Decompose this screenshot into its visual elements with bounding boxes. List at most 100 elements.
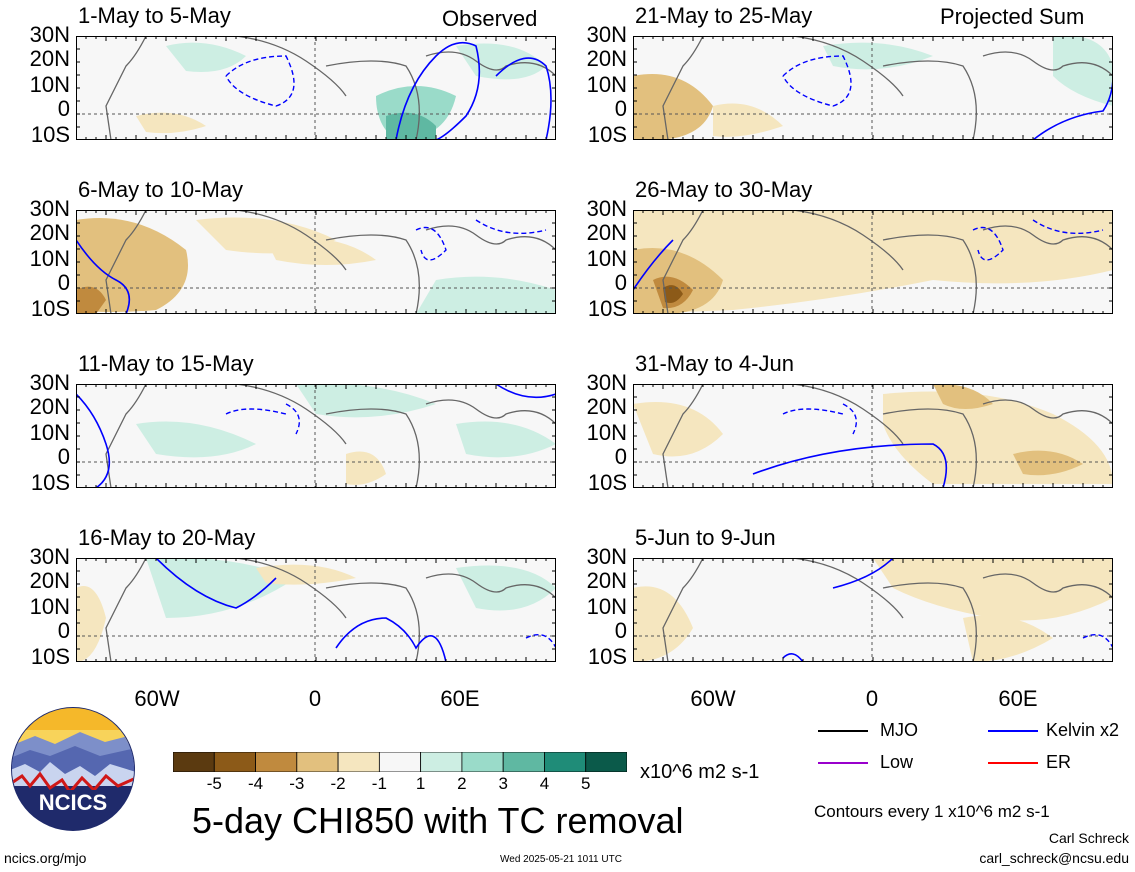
anomaly-region bbox=[416, 276, 556, 314]
kelvin-contour-solid bbox=[395, 41, 552, 140]
lat-tick-right-3-2: 10N bbox=[586, 594, 627, 619]
lat-tick-right-3-4: 10S bbox=[587, 644, 627, 669]
anomaly-region bbox=[456, 421, 556, 458]
panel-title-left-3: 16-May to 20-May bbox=[78, 525, 256, 550]
lat-tick-left-1-0: 30N bbox=[29, 196, 70, 221]
footer-email[interactable]: carl_schreck@ncsu.edu bbox=[979, 850, 1129, 866]
anomaly-region bbox=[386, 112, 436, 140]
lon-tick-60w-left: 60W bbox=[134, 686, 180, 711]
lat-tick-left-3-4: 10S bbox=[30, 644, 70, 669]
lat-tick-right-1-1: 20N bbox=[586, 220, 627, 245]
kelvin-contour-dashed bbox=[782, 55, 852, 107]
lat-tick-left-2-1: 20N bbox=[29, 394, 70, 419]
lat-tick-left-3-1: 20N bbox=[29, 568, 70, 593]
lat-tick-right-0-4: 10S bbox=[587, 122, 627, 147]
lat-tick-left-3-0: 30N bbox=[29, 544, 70, 569]
lat-tick-right-3-1: 20N bbox=[586, 568, 627, 593]
legend-label-mjo: MJO bbox=[880, 720, 918, 740]
kelvin-contour-solid bbox=[76, 384, 556, 488]
lon-tick-60w-right: 60W bbox=[690, 686, 736, 711]
lat-tick-right-1-2: 10N bbox=[586, 246, 627, 271]
colorbar-swatch bbox=[296, 751, 339, 773]
lat-tick-left-0-2: 10N bbox=[29, 72, 70, 97]
lat-tick-right-1-3: 0 bbox=[614, 270, 627, 295]
coastline bbox=[105, 384, 556, 488]
lat-tick-right-1-4: 10S bbox=[587, 296, 627, 321]
lat-tick-left-2-4: 10S bbox=[30, 470, 70, 495]
footer-author: Carl Schreck bbox=[1048, 830, 1129, 846]
lat-tick-left-1-4: 10S bbox=[30, 296, 70, 321]
colorbar-swatch bbox=[337, 751, 380, 773]
colorbar-swatch bbox=[544, 751, 587, 773]
lat-tick-right-3-3: 0 bbox=[614, 618, 627, 643]
colorbar-swatch bbox=[255, 751, 298, 773]
lat-tick-right-2-1: 20N bbox=[586, 394, 627, 419]
ncics-logo: NCICS bbox=[10, 706, 136, 832]
kelvin-contour-solid bbox=[633, 239, 674, 291]
colorbar-units: x10^6 m2 s-1 bbox=[640, 761, 760, 783]
lat-tick-left-0-1: 20N bbox=[29, 46, 70, 71]
panel-title-left-1: 6-May to 10-May bbox=[78, 177, 244, 202]
map-panel-right-3 bbox=[633, 558, 1113, 662]
kelvin-contour-dashed bbox=[1082, 634, 1113, 649]
panel-title-right-2: 31-May to 4-Jun bbox=[635, 351, 794, 376]
coastline bbox=[105, 558, 556, 662]
map-panel-left-2 bbox=[76, 384, 556, 488]
kelvin-contour-solid bbox=[752, 443, 948, 488]
anomaly-region bbox=[663, 285, 683, 303]
footer-url[interactable]: ncics.org/mjo bbox=[4, 850, 87, 866]
kelvin-contour-dashed bbox=[782, 403, 857, 435]
lat-tick-left-0-4: 10S bbox=[30, 122, 70, 147]
colorbar-swatch bbox=[378, 751, 422, 773]
lat-tick-left-0-3: 0 bbox=[57, 96, 70, 121]
colorbar-swatch bbox=[585, 751, 628, 773]
lat-tick-right-0-0: 30N bbox=[586, 22, 627, 47]
lat-tick-right-2-2: 10N bbox=[586, 420, 627, 445]
map-panel-right-0 bbox=[633, 36, 1113, 140]
lat-tick-left-2-0: 30N bbox=[29, 370, 70, 395]
map-panel-left-1 bbox=[76, 210, 556, 314]
colorbar-label: -5 bbox=[206, 774, 222, 793]
kelvin-contour-solid bbox=[782, 558, 894, 662]
legend-line-low bbox=[818, 762, 868, 764]
coastline bbox=[105, 210, 556, 314]
colorbar-swatch bbox=[420, 751, 463, 773]
colorbar-swatch bbox=[461, 751, 504, 773]
map-panel-left-0 bbox=[76, 36, 556, 140]
lon-tick-60e-left: 60E bbox=[440, 686, 480, 711]
anomaly-region bbox=[633, 74, 713, 140]
lat-tick-left-1-1: 20N bbox=[29, 220, 70, 245]
coastline bbox=[662, 36, 1113, 140]
lat-tick-right-2-4: 10S bbox=[587, 470, 627, 495]
lon-tick-0-right: 0 bbox=[865, 686, 879, 711]
colorbar-label: -1 bbox=[371, 774, 387, 793]
anomaly-region bbox=[933, 384, 993, 409]
projected-header: Projected Sum bbox=[940, 4, 1085, 29]
colorbar-label: 4 bbox=[539, 774, 550, 793]
colorbar-label: 5 bbox=[580, 774, 591, 793]
coastline bbox=[662, 384, 1113, 488]
lon-tick-60e-right: 60E bbox=[998, 686, 1038, 711]
colorbar-swatch bbox=[172, 751, 215, 773]
legend-line-kelvin bbox=[988, 730, 1038, 732]
kelvin-contour-dashed bbox=[225, 55, 295, 107]
lat-tick-right-2-3: 0 bbox=[614, 444, 627, 469]
legend-line-er bbox=[988, 762, 1038, 764]
lat-tick-left-3-3: 0 bbox=[57, 618, 70, 643]
lat-tick-right-0-3: 0 bbox=[614, 96, 627, 121]
panel-title-left-0: 1-May to 5-May bbox=[78, 3, 231, 28]
lat-tick-right-3-0: 30N bbox=[586, 544, 627, 569]
kelvin-contour-solid bbox=[76, 239, 131, 314]
colorbar-swatch bbox=[213, 751, 256, 773]
coastline bbox=[662, 558, 1113, 662]
panel-title-right-0: 21-May to 25-May bbox=[635, 3, 813, 28]
colorbar-label: 2 bbox=[457, 774, 467, 793]
anomaly-region bbox=[266, 237, 376, 265]
legend-label-er: ER bbox=[1046, 752, 1072, 772]
lat-tick-right-0-2: 10N bbox=[586, 72, 627, 97]
lat-tick-left-1-3: 0 bbox=[57, 270, 70, 295]
colorbar-label: 3 bbox=[498, 774, 508, 793]
anomaly-region bbox=[146, 558, 296, 618]
anomaly-region bbox=[346, 451, 386, 485]
map-panel-right-2 bbox=[633, 384, 1113, 488]
